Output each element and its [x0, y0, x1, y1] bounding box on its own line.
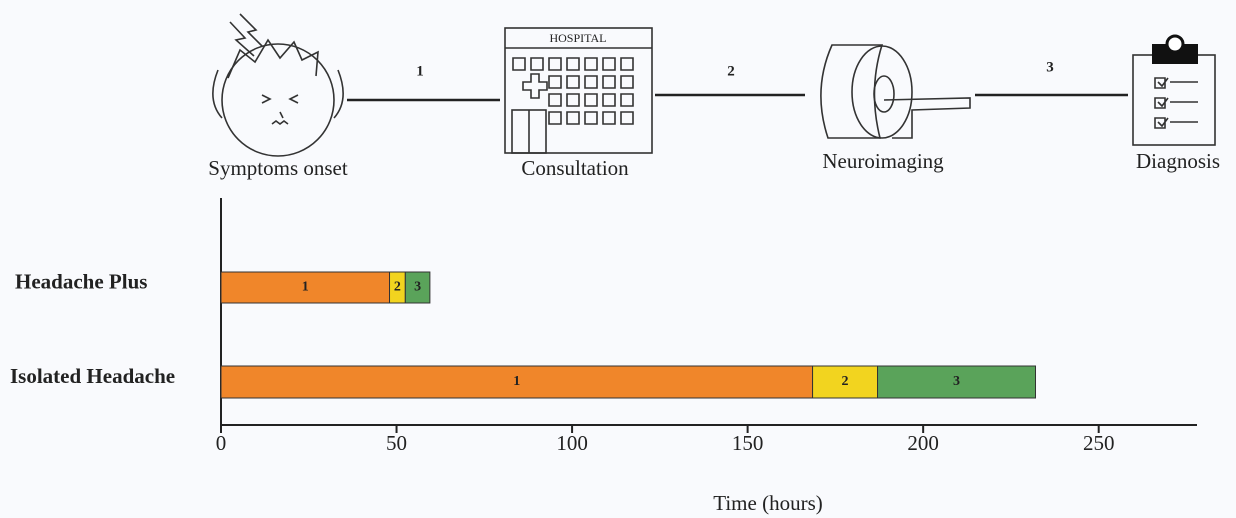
stage-label: Diagnosis [1136, 149, 1220, 173]
x-tick-label: 200 [907, 431, 939, 455]
hospital-sign: HOSPITAL [549, 31, 606, 45]
interval-label: 3 [1046, 59, 1054, 75]
x-axis-label: Time (hours) [713, 491, 822, 515]
x-tick-label: 250 [1083, 431, 1115, 455]
x-tick-label: 100 [556, 431, 588, 455]
interval-label: 2 [727, 63, 735, 79]
background [0, 0, 1236, 518]
stage-label: Symptoms onset [208, 156, 348, 180]
segment-label: 3 [414, 280, 421, 295]
stage-label: Consultation [521, 156, 629, 180]
stage-label: Neuroimaging [822, 149, 944, 173]
category-label: Isolated Headache [10, 364, 175, 388]
segment-label: 1 [302, 280, 309, 295]
x-tick-label: 50 [386, 431, 407, 455]
category-label: Headache Plus [15, 269, 147, 293]
chart: HOSPITAL Symptoms onset Consultation Neu… [0, 0, 1236, 518]
segment-label: 1 [513, 374, 520, 389]
x-tick-label: 150 [732, 431, 764, 455]
segment-label: 3 [953, 374, 960, 389]
segment-label: 2 [842, 374, 849, 389]
interval-label: 1 [416, 63, 424, 79]
segment-label: 2 [394, 280, 401, 295]
x-tick-label: 0 [216, 431, 227, 455]
